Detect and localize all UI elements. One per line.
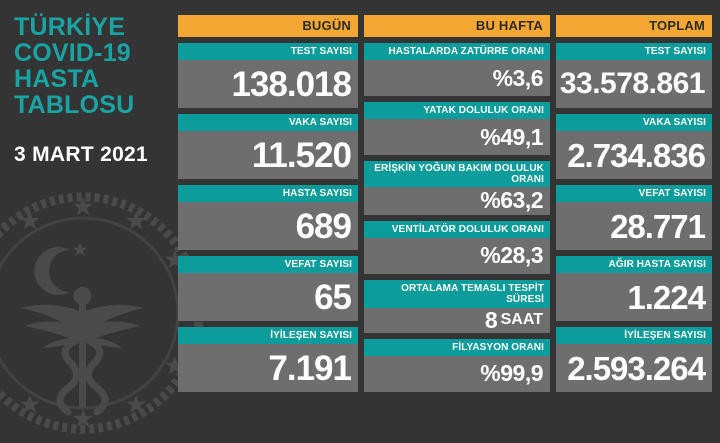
stat-label: İYİLEŞEN SAYISI <box>556 327 712 344</box>
column-heading-today: BUGÜN <box>178 15 358 37</box>
stat-label: ORTALAMA TEMASLI TESPİT SÜRESİ <box>364 279 550 308</box>
stat-label: AĞIR HASTA SAYISI <box>556 256 712 273</box>
column-total: TOPLAM TEST SAYISI 33.578.861 VAKA SAYIS… <box>556 15 712 392</box>
stat-card: VAKA SAYISI 11.520 <box>178 114 358 179</box>
stat-card: VEFAT SAYISI 65 <box>178 256 358 321</box>
stat-value: 7.191 <box>178 344 358 392</box>
stat-label: HASTA SAYISI <box>178 185 358 202</box>
stat-value: %99,9 <box>364 355 550 393</box>
stat-card: ERİŞKİN YOĞUN BAKIM DOLULUK ORANI %63,2 <box>364 161 550 215</box>
stat-label: VAKA SAYISI <box>178 114 358 131</box>
page-title-line-1: TÜRKİYE <box>14 13 126 41</box>
stat-value: 65 <box>178 273 358 321</box>
column-this-week: BU HAFTA HASTALARDA ZATÜRRE ORANI %3,6 Y… <box>364 15 550 393</box>
stat-value: %3,6 <box>364 60 550 97</box>
stat-card: VEFAT SAYISI 28.771 <box>556 185 712 250</box>
stat-label: FİLYASYON ORANI <box>364 338 550 356</box>
stat-card: HASTALARDA ZATÜRRE ORANI %3,6 <box>364 43 550 97</box>
column-today: BUGÜN TEST SAYISI 138.018 VAKA SAYISI 11… <box>178 15 358 392</box>
stat-label: ERİŞKİN YOĞUN BAKIM DOLULUK ORANI <box>364 161 550 188</box>
stat-value: 689 <box>178 202 358 250</box>
stat-card: YATAK DOLULUK ORANI %49,1 <box>364 102 550 156</box>
page-title-line-2: COVID-19 <box>14 39 131 67</box>
page-title: TÜRKİYE COVID-19 HASTA TABLOSU <box>14 14 178 118</box>
stat-card: İYİLEŞEN SAYISI 7.191 <box>178 327 358 392</box>
stat-value: %63,2 <box>364 187 550 215</box>
stat-label: TEST SAYISI <box>178 43 358 60</box>
stat-card: VENTİLATÖR DOLULUK ORANI %28,3 <box>364 220 550 274</box>
stats-columns: BUGÜN TEST SAYISI 138.018 VAKA SAYISI 11… <box>178 0 720 400</box>
stat-value: 28.771 <box>556 202 712 250</box>
stat-label: İYİLEŞEN SAYISI <box>178 327 358 344</box>
title-panel: TÜRKİYE COVID-19 HASTA TABLOSU 3 MART 20… <box>0 0 178 400</box>
stat-label: TEST SAYISI <box>556 43 712 60</box>
stat-card: HASTA SAYISI 689 <box>178 185 358 250</box>
stat-card: TEST SAYISI 33.578.861 <box>556 43 712 108</box>
column-heading-this-week: BU HAFTA <box>364 15 550 37</box>
stat-card: ORTALAMA TEMASLI TESPİT SÜRESİ 8 SAAT <box>364 279 550 333</box>
stat-value: %49,1 <box>364 119 550 156</box>
page-title-line-3: HASTA <box>14 65 100 93</box>
stat-card: AĞIR HASTA SAYISI 1.224 <box>556 256 712 321</box>
stat-label: YATAK DOLULUK ORANI <box>364 102 550 120</box>
stat-value: 138.018 <box>178 60 358 108</box>
stat-value: 11.520 <box>178 131 358 179</box>
duration-unit: SAAT <box>500 311 543 329</box>
stat-label: HASTALARDA ZATÜRRE ORANI <box>364 43 550 60</box>
stat-value: 33.578.861 <box>556 60 712 108</box>
stat-label: VAKA SAYISI <box>556 114 712 131</box>
stat-label: VENTİLATÖR DOLULUK ORANI <box>364 220 550 238</box>
stat-card: VAKA SAYISI 2.734.836 <box>556 114 712 179</box>
stat-label: VEFAT SAYISI <box>178 256 358 273</box>
stat-card: TEST SAYISI 138.018 <box>178 43 358 108</box>
report-date: 3 MART 2021 <box>14 143 149 166</box>
stat-value: 8 SAAT <box>364 307 550 333</box>
page-title-line-4: TABLOSU <box>14 91 135 119</box>
stat-label: VEFAT SAYISI <box>556 185 712 202</box>
stat-value: 1.224 <box>556 273 712 321</box>
stat-value: %28,3 <box>364 237 550 274</box>
column-heading-total: TOPLAM <box>556 15 712 37</box>
stat-value: 2.734.836 <box>556 131 712 179</box>
stat-card: İYİLEŞEN SAYISI 2.593.264 <box>556 327 712 392</box>
covid-dashboard: TÜRKİYE COVID-19 HASTA TABLOSU 3 MART 20… <box>0 0 720 434</box>
stat-value: 2.593.264 <box>556 344 712 392</box>
stat-card: FİLYASYON ORANI %99,9 <box>364 338 550 393</box>
duration-number: 8 <box>484 307 498 333</box>
